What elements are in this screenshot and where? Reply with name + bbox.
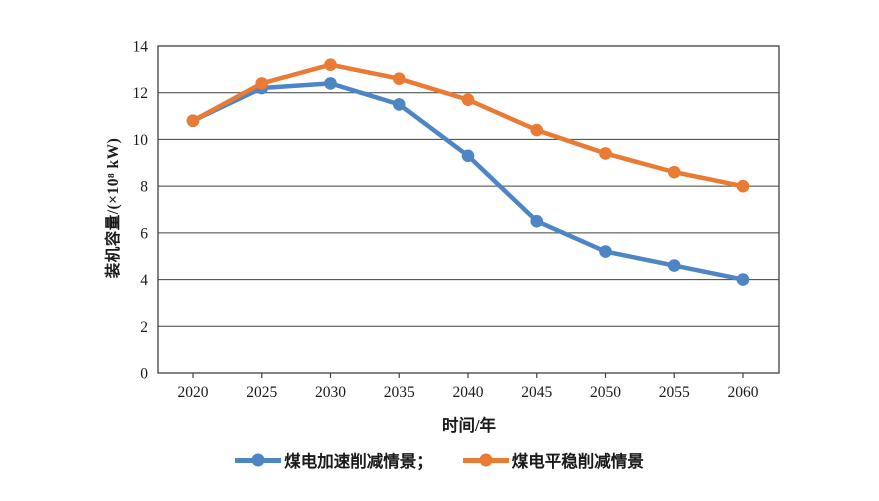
svg-text:0: 0 xyxy=(140,366,148,383)
svg-text:2035: 2035 xyxy=(384,384,415,401)
svg-text:2: 2 xyxy=(140,319,148,336)
legend-label-steady: 煤电平稳削减情景 xyxy=(511,452,644,471)
svg-text:6: 6 xyxy=(140,225,148,242)
legend-item-steady-reduction: 煤电平稳削减情景 xyxy=(462,448,644,472)
svg-text:8: 8 xyxy=(140,179,148,196)
svg-text:2030: 2030 xyxy=(315,384,346,401)
svg-text:2050: 2050 xyxy=(590,384,621,401)
svg-text:2055: 2055 xyxy=(659,384,690,401)
svg-text:2060: 2060 xyxy=(728,384,759,401)
svg-text:4: 4 xyxy=(140,272,148,289)
x-axis-title: 时间/年 xyxy=(441,416,497,435)
legend-line-marker-orange-icon xyxy=(462,453,509,467)
svg-text:10: 10 xyxy=(133,132,149,149)
svg-text:12: 12 xyxy=(133,85,149,102)
legend-dot-orange-icon xyxy=(479,453,493,467)
legend: 煤电加速削减情景； 煤电平稳削减情景 xyxy=(0,448,879,472)
svg-text:2020: 2020 xyxy=(178,384,209,401)
svg-text:2040: 2040 xyxy=(453,384,484,401)
y-axis-title: 装机容量/(×10⁸ kW) xyxy=(105,137,122,279)
svg-text:2025: 2025 xyxy=(246,384,277,401)
svg-text:14: 14 xyxy=(133,39,149,56)
legend-dot-blue-icon xyxy=(251,453,265,467)
legend-line-marker-blue-icon xyxy=(235,453,282,467)
legend-item-accelerated-reduction: 煤电加速削减情景； xyxy=(235,448,433,472)
legend-label-accelerated: 煤电加速削减情景； xyxy=(284,452,433,471)
svg-text:2045: 2045 xyxy=(521,384,552,401)
